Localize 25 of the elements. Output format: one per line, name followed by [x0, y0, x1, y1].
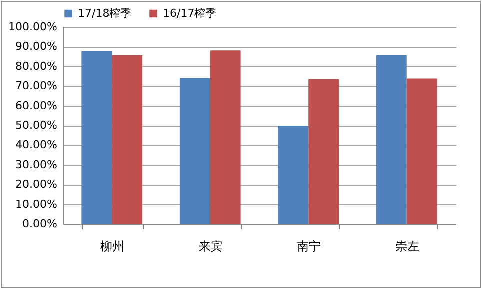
y-tick-label: 60.00% [16, 99, 58, 112]
legend-label: 17/18榨季 [78, 6, 132, 20]
bar [180, 78, 210, 224]
legend-label: 16/17榨季 [163, 6, 217, 20]
y-tick-label: 80.00% [16, 60, 58, 73]
x-tick-label: 南宁 [297, 240, 322, 254]
bar [308, 79, 340, 224]
bar [278, 126, 309, 224]
y-tick-label: 20.00% [16, 178, 58, 192]
x-tick-label: 柳州 [100, 240, 125, 254]
y-tick-label: 30.00% [16, 158, 58, 172]
x-tick-label: 来宾 [198, 240, 223, 254]
y-tick-label: 90.00% [16, 40, 58, 54]
bar [376, 55, 407, 224]
bar [406, 78, 438, 224]
y-tick-label: 70.00% [16, 80, 58, 93]
y-tick-label: 50.00% [16, 119, 58, 132]
y-tick-label: 10.00% [16, 198, 58, 211]
y-tick-label: 100.00% [8, 20, 58, 34]
y-tick-label: 40.00% [16, 138, 58, 152]
x-tick-label: 崇左 [395, 240, 420, 254]
bar [210, 50, 241, 224]
bar [112, 55, 143, 224]
bar [82, 51, 112, 224]
y-tick-label: 0.00% [22, 218, 58, 230]
